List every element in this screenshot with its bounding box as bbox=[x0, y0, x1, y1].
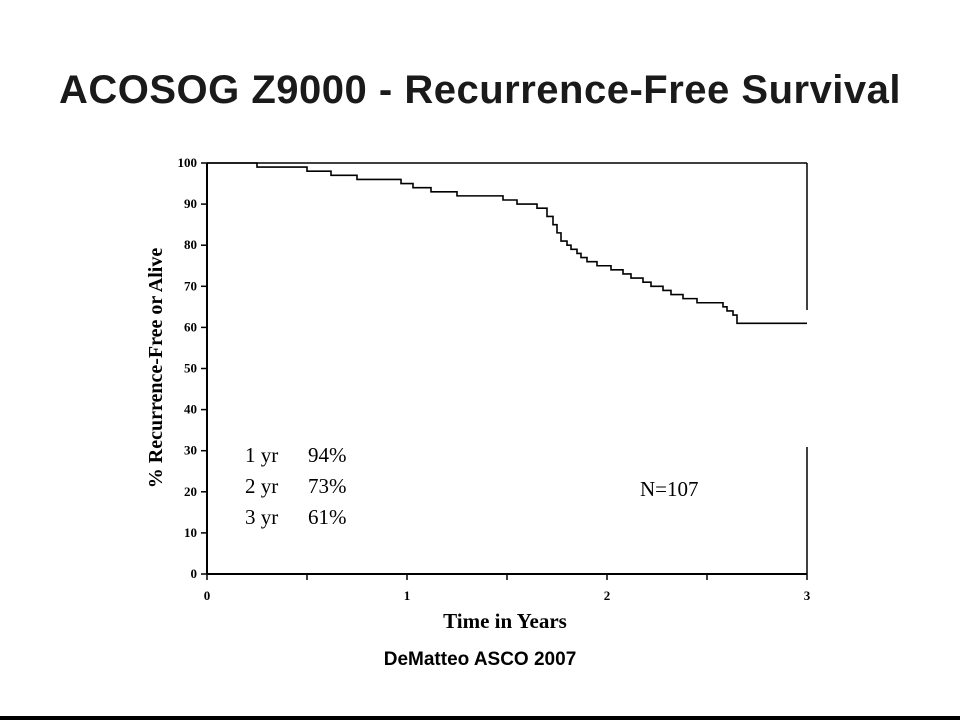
chart-axes bbox=[206, 162, 808, 575]
y-tick-label: 50 bbox=[184, 361, 197, 376]
x-tick-label: 0 bbox=[204, 588, 211, 603]
y-tick-label: 20 bbox=[184, 484, 197, 499]
rate-value: 73% bbox=[308, 474, 347, 498]
citation: DeMatteo ASCO 2007 bbox=[383, 649, 577, 670]
rate-period: 2 yr bbox=[245, 474, 278, 498]
bottom-border bbox=[0, 716, 960, 720]
rate-period: 1 yr bbox=[245, 443, 278, 467]
rate-value: 94% bbox=[308, 443, 347, 467]
y-tick-label: 100 bbox=[178, 155, 198, 170]
x-tick-label: 1 bbox=[404, 588, 411, 603]
rate-value: 61% bbox=[308, 505, 347, 529]
y-tick-label: 80 bbox=[184, 237, 197, 252]
y-tick-label: 60 bbox=[184, 319, 197, 334]
rates-annotation: 1 yr 94% 2 yr 73% 3 yr 61% bbox=[245, 443, 347, 529]
y-tick-label: 10 bbox=[184, 525, 197, 540]
y-axis-label: % Recurrence-Free or Alive bbox=[145, 248, 167, 489]
survival-curve bbox=[207, 162, 807, 325]
slide-title: ACOSOG Z9000 - Recurrence-Free Survival bbox=[58, 68, 902, 112]
rate-period: 3 yr bbox=[245, 505, 278, 529]
y-ticks: 0 10 20 30 40 50 60 70 80 90 100 bbox=[178, 155, 207, 581]
x-axis-label: Time in Years bbox=[443, 609, 567, 633]
y-tick-label: 30 bbox=[184, 443, 197, 458]
y-tick-label: 40 bbox=[184, 402, 197, 417]
y-tick-label: 0 bbox=[191, 566, 198, 581]
series-group bbox=[207, 162, 807, 325]
x-ticks: 0 1 2 3 bbox=[204, 574, 811, 603]
x-tick-label: 3 bbox=[804, 588, 811, 603]
x-tick-label: 2 bbox=[604, 588, 611, 603]
y-tick-label: 70 bbox=[184, 278, 197, 293]
y-tick-label: 90 bbox=[184, 196, 197, 211]
n-label: N=107 bbox=[640, 477, 699, 501]
